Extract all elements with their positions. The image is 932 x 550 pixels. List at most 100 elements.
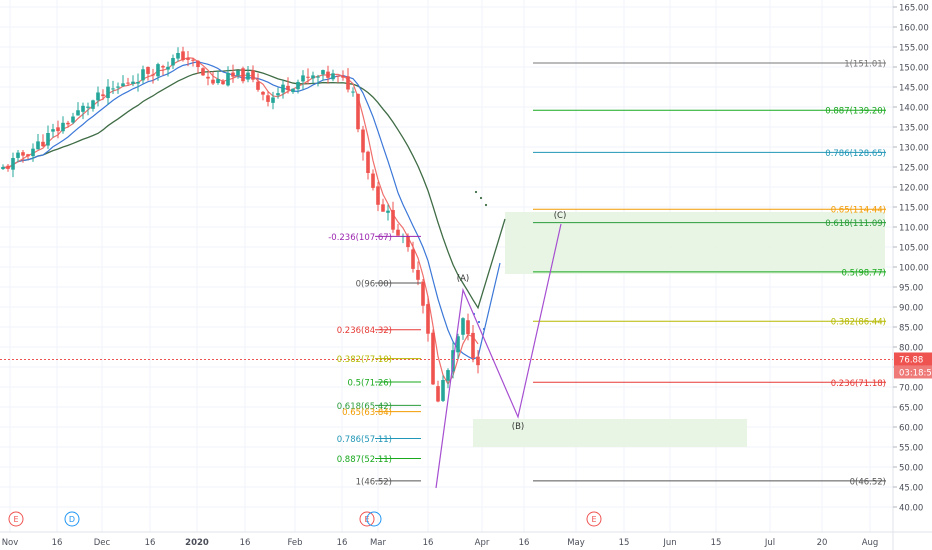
last-price-tag-label: 76.88 xyxy=(899,355,923,365)
fib-ext-label: 0.65(114.44) xyxy=(831,206,886,216)
candle-body xyxy=(331,73,335,80)
candle-body xyxy=(21,152,25,156)
target-zone-2 xyxy=(473,419,747,447)
x-tick-label: Jun xyxy=(662,538,676,548)
candle-body xyxy=(311,75,315,79)
abc-wave: (A) (B) (C) xyxy=(435,211,567,489)
x-tick-label: 16 xyxy=(519,538,530,548)
y-tick-label: 110.00 xyxy=(899,224,929,234)
fib-ext-label: 0.786(128.65) xyxy=(825,149,886,159)
candle-body xyxy=(66,122,70,125)
fib-level-label: -0.236(107.67) xyxy=(328,233,392,243)
x-tick-label: 15 xyxy=(619,538,630,548)
candle-body xyxy=(251,70,255,80)
candle-body xyxy=(16,152,20,158)
countdown-tag-label: 03:18:58 xyxy=(899,368,932,378)
candle-body xyxy=(426,304,430,334)
candle-body xyxy=(86,106,90,108)
candle-body xyxy=(351,91,355,93)
candle-body xyxy=(116,86,120,88)
candle-body xyxy=(96,92,100,101)
x-tick-label: Jul xyxy=(764,538,775,548)
ma-fast-line xyxy=(2,57,479,386)
fib-level-label: 0.65(63.84) xyxy=(342,408,392,418)
x-tick-label: 20 xyxy=(817,538,828,548)
ma-projection-dot xyxy=(479,196,483,200)
y-tick-label: 45.00 xyxy=(899,484,923,494)
candle-body xyxy=(281,84,285,93)
candle-body xyxy=(176,53,180,59)
candle-body xyxy=(156,64,160,77)
candle-body xyxy=(366,151,370,173)
candle-body xyxy=(411,249,415,269)
candle-body xyxy=(161,66,165,68)
y-tick-label: 165.00 xyxy=(899,4,929,14)
x-tick-label: 2020 xyxy=(185,538,209,548)
y-tick-label: 115.00 xyxy=(899,204,929,214)
candle-body xyxy=(461,318,465,335)
candle-body xyxy=(106,86,110,99)
x-axis: Nov 16 Dec 16 2020 16 Feb 16 Mar 16 Apr 16 May 15 Jun 1… xyxy=(2,538,879,548)
y-tick-label: 155.00 xyxy=(899,44,929,54)
candle-body xyxy=(81,105,85,112)
candle-body xyxy=(166,66,170,70)
candle-body xyxy=(371,173,375,188)
candle-body xyxy=(356,93,360,130)
y-tick-label: 145.00 xyxy=(899,84,929,94)
candle-body xyxy=(51,129,55,132)
x-tick-label: 16 xyxy=(52,538,63,548)
candle-body xyxy=(1,166,5,170)
candle-body xyxy=(126,82,130,84)
fib-level-label: 0.887(52.11) xyxy=(337,455,392,465)
candle-body xyxy=(336,75,340,77)
candle-body xyxy=(361,129,365,153)
fib-level-label: 0.786(57.11) xyxy=(337,435,392,445)
candle-body xyxy=(181,51,185,61)
y-tick-label: 60.00 xyxy=(899,424,923,434)
fib-extension-right: 1(151.01) 0.887(139.20) 0.786(128.65) 0.65(… xyxy=(533,59,886,487)
y-tick-label: 160.00 xyxy=(899,24,929,34)
x-tick-label: Apr xyxy=(475,538,490,548)
candle-body xyxy=(196,60,200,68)
fib-retracement-left: -0.236(107.67) 0(96.00) 0.236(84.32) 0.382(… xyxy=(328,233,421,487)
x-tick-label: May xyxy=(567,538,585,548)
fib-level-label: 0.5(71.26) xyxy=(348,378,392,388)
candle-body xyxy=(271,97,275,103)
candle-body xyxy=(406,236,410,248)
dividend-marker-label: D xyxy=(69,515,75,524)
candle-body xyxy=(421,281,425,306)
wave-path xyxy=(435,223,562,489)
x-tick-label: Mar xyxy=(370,538,387,548)
fib-level-label: 0.236(84.32) xyxy=(337,326,392,336)
candle-body xyxy=(231,72,235,77)
wave-label: (C) xyxy=(554,211,567,221)
x-tick-label: 15 xyxy=(711,538,722,548)
candle-body xyxy=(246,72,250,80)
candle-body xyxy=(146,66,150,74)
earnings-marker-label: E xyxy=(591,515,596,524)
y-tick-label: 80.00 xyxy=(899,344,923,354)
fib-ext-label: 0.382(86.44) xyxy=(831,318,886,328)
candle-body xyxy=(201,68,205,76)
x-tick-label: 16 xyxy=(337,538,348,548)
x-tick-label: 16 xyxy=(423,538,434,548)
candle-body xyxy=(456,336,460,353)
candle-body xyxy=(296,81,300,90)
candle-body xyxy=(381,204,385,212)
candle-body xyxy=(131,81,135,84)
x-tick-label: 16 xyxy=(240,538,251,548)
y-tick-label: 65.00 xyxy=(899,404,923,414)
candle-body xyxy=(321,70,325,75)
candle-body xyxy=(76,110,80,116)
candle-body xyxy=(471,332,475,359)
candle-body xyxy=(391,210,395,230)
x-tick-label: Nov xyxy=(2,538,19,548)
candle-body xyxy=(26,154,30,157)
candle-body xyxy=(136,81,140,84)
earnings-marker xyxy=(586,511,602,527)
fib-ext-label: 0.618(111.09) xyxy=(825,219,886,229)
